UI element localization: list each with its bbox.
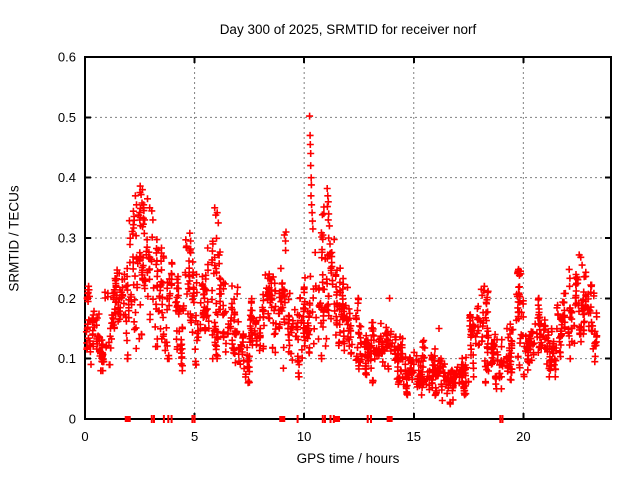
svg-text:15: 15	[407, 429, 421, 444]
svg-text:0.2: 0.2	[58, 291, 76, 306]
svg-text:0.5: 0.5	[58, 110, 76, 125]
svg-text:10: 10	[297, 429, 311, 444]
svg-text:5: 5	[191, 429, 198, 444]
chart-title: Day 300 of 2025, SRMTID for receiver nor…	[219, 22, 477, 37]
svg-text:20: 20	[516, 429, 530, 444]
svg-text:0.3: 0.3	[58, 231, 76, 246]
svg-text:0.6: 0.6	[58, 50, 76, 65]
svg-text:0: 0	[81, 429, 88, 444]
x-axis-label: GPS time / hours	[296, 451, 400, 466]
svg-text:0.4: 0.4	[58, 170, 76, 185]
svg-text:0.1: 0.1	[58, 351, 76, 366]
svg-text:0: 0	[69, 412, 76, 427]
